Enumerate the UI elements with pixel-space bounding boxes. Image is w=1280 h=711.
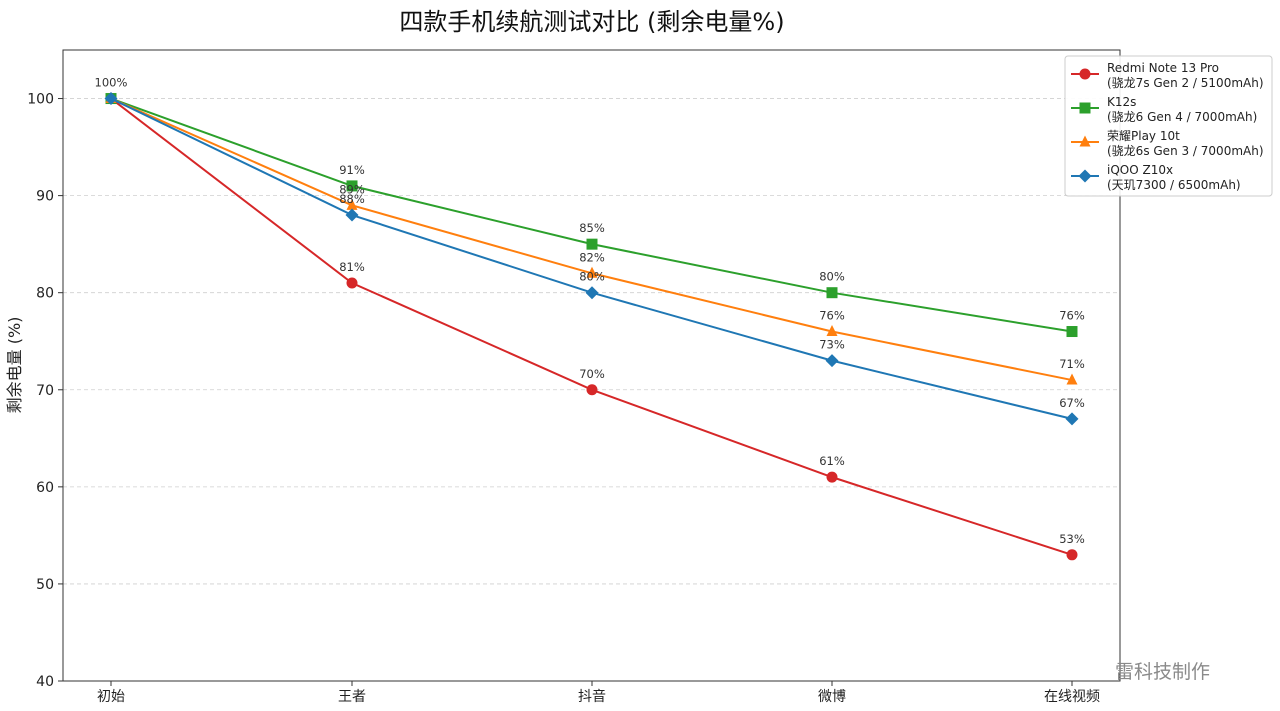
data-label: 71% xyxy=(1059,357,1085,371)
legend-marker xyxy=(1079,102,1091,114)
data-label: 70% xyxy=(579,367,605,381)
data-point xyxy=(345,208,359,222)
legend-entry: (天玑7300 / 6500mAh) xyxy=(1107,178,1241,192)
data-label: 100% xyxy=(95,76,128,90)
x-tick-label: 在线视频 xyxy=(1044,689,1100,705)
y-tick-label: 50 xyxy=(36,577,54,593)
legend-entry: (骁龙6 Gen 4 / 7000mAh) xyxy=(1107,110,1257,124)
data-point xyxy=(346,277,358,289)
legend-entry: Redmi Note 13 Pro xyxy=(1107,61,1219,75)
data-point xyxy=(826,471,838,483)
y-tick-label: 100 xyxy=(27,92,54,108)
data-point xyxy=(585,286,599,300)
plot-frame xyxy=(62,49,1121,682)
data-label: 88% xyxy=(339,192,365,206)
y-tick-label: 60 xyxy=(36,480,54,496)
data-label: 91% xyxy=(339,163,365,177)
y-tick-label: 70 xyxy=(36,383,54,399)
data-point xyxy=(1066,549,1078,561)
data-point xyxy=(1066,326,1078,338)
legend-entry: (骁龙7s Gen 2 / 5100mAh) xyxy=(1107,76,1264,90)
data-label: 67% xyxy=(1059,396,1085,410)
y-tick-label: 90 xyxy=(36,189,54,205)
chart-title: 四款手机续航测试对比 (剩余电量%) xyxy=(399,8,785,36)
data-point xyxy=(825,354,839,368)
legend-entry: (骁龙6s Gen 3 / 7000mAh) xyxy=(1107,144,1264,158)
legend-entry: iQOO Z10x xyxy=(1107,163,1173,177)
data-point xyxy=(826,287,838,299)
legend-marker xyxy=(1079,135,1091,147)
data-point xyxy=(586,266,598,278)
legend-marker xyxy=(1079,68,1091,80)
data-point xyxy=(104,92,118,106)
x-tick-label: 王者 xyxy=(338,689,366,705)
legend-entry: 荣耀Play 10t xyxy=(1107,129,1180,143)
data-point xyxy=(346,180,358,192)
data-label: 82% xyxy=(579,250,605,264)
y-tick-label: 80 xyxy=(36,286,54,302)
legend-entry: K12s xyxy=(1107,95,1136,109)
y-tick-label: 40 xyxy=(36,674,54,690)
data-label: 81% xyxy=(339,260,365,274)
gridlines xyxy=(63,98,1120,585)
x-tick-label: 微博 xyxy=(818,688,846,705)
data-point xyxy=(1065,412,1079,426)
data-label: 61% xyxy=(819,454,845,468)
data-label: 80% xyxy=(579,270,605,284)
x-tick-label: 抖音 xyxy=(578,688,606,705)
y-axis-label: 剩余电量 (%) xyxy=(5,317,24,414)
data-point xyxy=(586,238,598,250)
data-point xyxy=(826,325,838,337)
data-point xyxy=(1066,373,1078,385)
legend-box xyxy=(1064,55,1273,197)
data-point xyxy=(346,198,358,210)
data-label: 53% xyxy=(1059,532,1085,546)
data-label: 73% xyxy=(819,338,845,352)
watermark: 雷科技制作 xyxy=(1114,661,1210,683)
series-line-0 xyxy=(110,97,1073,556)
data-label: 76% xyxy=(819,309,845,323)
series-group xyxy=(104,92,1079,561)
data-label: 89% xyxy=(339,182,365,196)
axes: 40 50 60 70 80 90 100 初始 王者 抖音 微博 在线视频 xyxy=(27,49,1121,705)
x-tick-label: 初始 xyxy=(97,688,125,705)
legend-marker xyxy=(1078,169,1092,183)
data-label: 76% xyxy=(1059,309,1085,323)
data-point xyxy=(586,384,598,396)
legend: Redmi Note 13 Pro(骁龙7s Gen 2 / 5100mAh) K… xyxy=(1064,55,1273,197)
data-labels: 100% 81% 70% 61% 53% 91% 85% 80% 76% 89% 82% 76% 71%… xyxy=(95,76,1085,546)
data-label: 80% xyxy=(819,270,845,284)
data-label: 85% xyxy=(579,221,605,235)
